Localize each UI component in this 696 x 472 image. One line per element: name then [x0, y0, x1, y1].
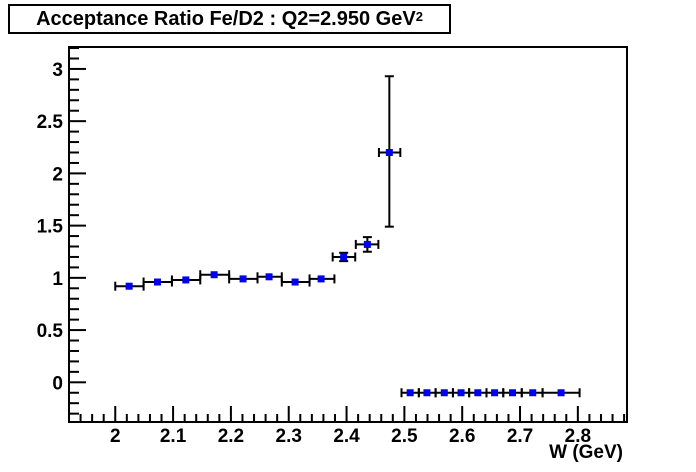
y-tick-label: 1.5 [37, 217, 64, 238]
data-point-marker [340, 253, 348, 261]
x-tick-label: 2.2 [218, 426, 244, 447]
data-point-marker [406, 389, 414, 397]
x-tick-label: 2.8 [565, 426, 591, 447]
data-point-marker [363, 240, 371, 248]
x-tick-label: 2.3 [276, 426, 302, 447]
data-point-marker [557, 389, 565, 397]
data-point-marker [474, 389, 482, 397]
data-point-marker [529, 389, 537, 397]
chart-title: Acceptance Ratio Fe/D2 : Q2=2.950 GeV [36, 7, 416, 30]
y-tick-label: 0.5 [37, 321, 64, 342]
data-point-marker [491, 389, 499, 397]
x-tick-label: 2.6 [449, 426, 475, 447]
data-point-marker [265, 273, 273, 281]
x-tick-label: 2.1 [160, 426, 187, 447]
data-point-marker [457, 389, 465, 397]
data-point-marker [440, 389, 448, 397]
chart-title-box: Acceptance Ratio Fe/D2 : Q2=2.950 GeV 2 [8, 4, 451, 34]
data-point-marker [317, 275, 325, 283]
data-point-marker [385, 149, 393, 157]
data-point-marker [153, 278, 161, 286]
data-point-marker [509, 389, 517, 397]
data-point-marker [125, 282, 133, 290]
data-point-marker [182, 276, 190, 284]
y-tick-label: 3 [52, 60, 63, 81]
x-tick-label: 2.7 [507, 426, 533, 447]
y-tick-label: 2.5 [37, 112, 64, 133]
data-point-marker [239, 275, 247, 283]
y-tick-label: 2 [52, 164, 63, 185]
data-point-marker [291, 278, 299, 286]
x-tick-label: 2 [110, 426, 121, 447]
x-axis-title: W (GeV) [549, 442, 623, 463]
x-tick-label: 2.4 [333, 426, 360, 447]
x-tick-label: 2.5 [391, 426, 418, 447]
y-tick-label: 0 [52, 373, 63, 394]
data-point-marker [210, 271, 218, 279]
data-point-marker [423, 389, 431, 397]
y-tick-label: 1 [52, 269, 63, 290]
plot-frame [68, 46, 628, 423]
